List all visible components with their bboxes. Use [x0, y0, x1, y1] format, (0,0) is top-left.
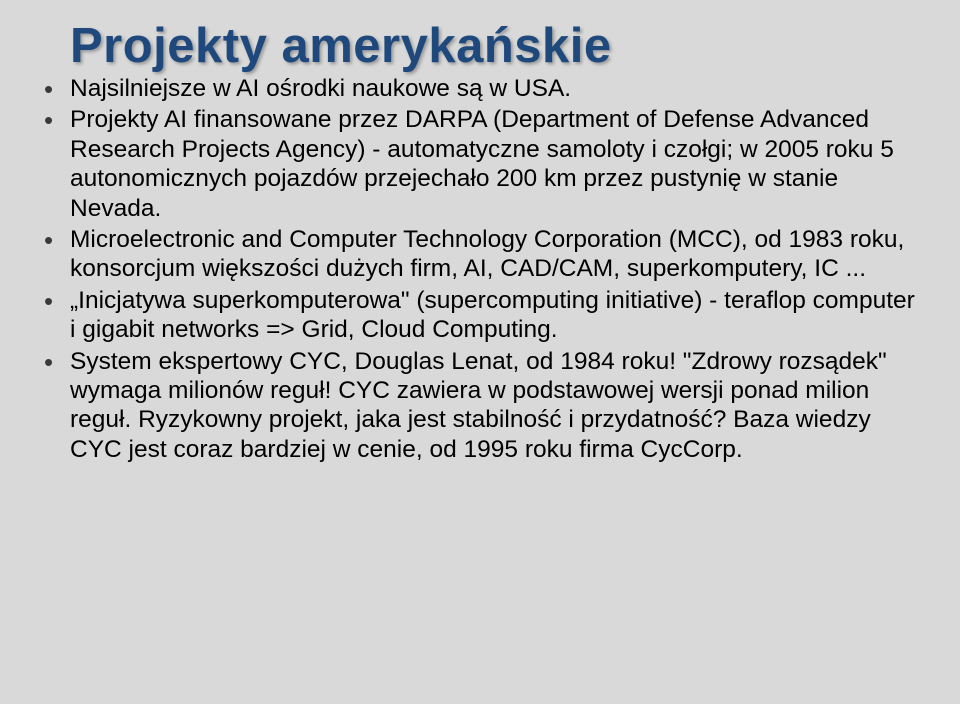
list-item: Najsilniejsze w AI ośrodki naukowe są w … — [38, 74, 922, 103]
list-item: System ekspertowy CYC, Douglas Lenat, od… — [38, 347, 922, 465]
list-item: Projekty AI finansowane przez DARPA (Dep… — [38, 105, 922, 223]
page-title: Projekty amerykańskie — [70, 18, 922, 74]
list-item: Microelectronic and Computer Technology … — [38, 225, 922, 284]
list-item: „Inicjatywa superkomputerowa" (supercomp… — [38, 286, 922, 345]
bullet-list: Najsilniejsze w AI ośrodki naukowe są w … — [38, 74, 922, 464]
